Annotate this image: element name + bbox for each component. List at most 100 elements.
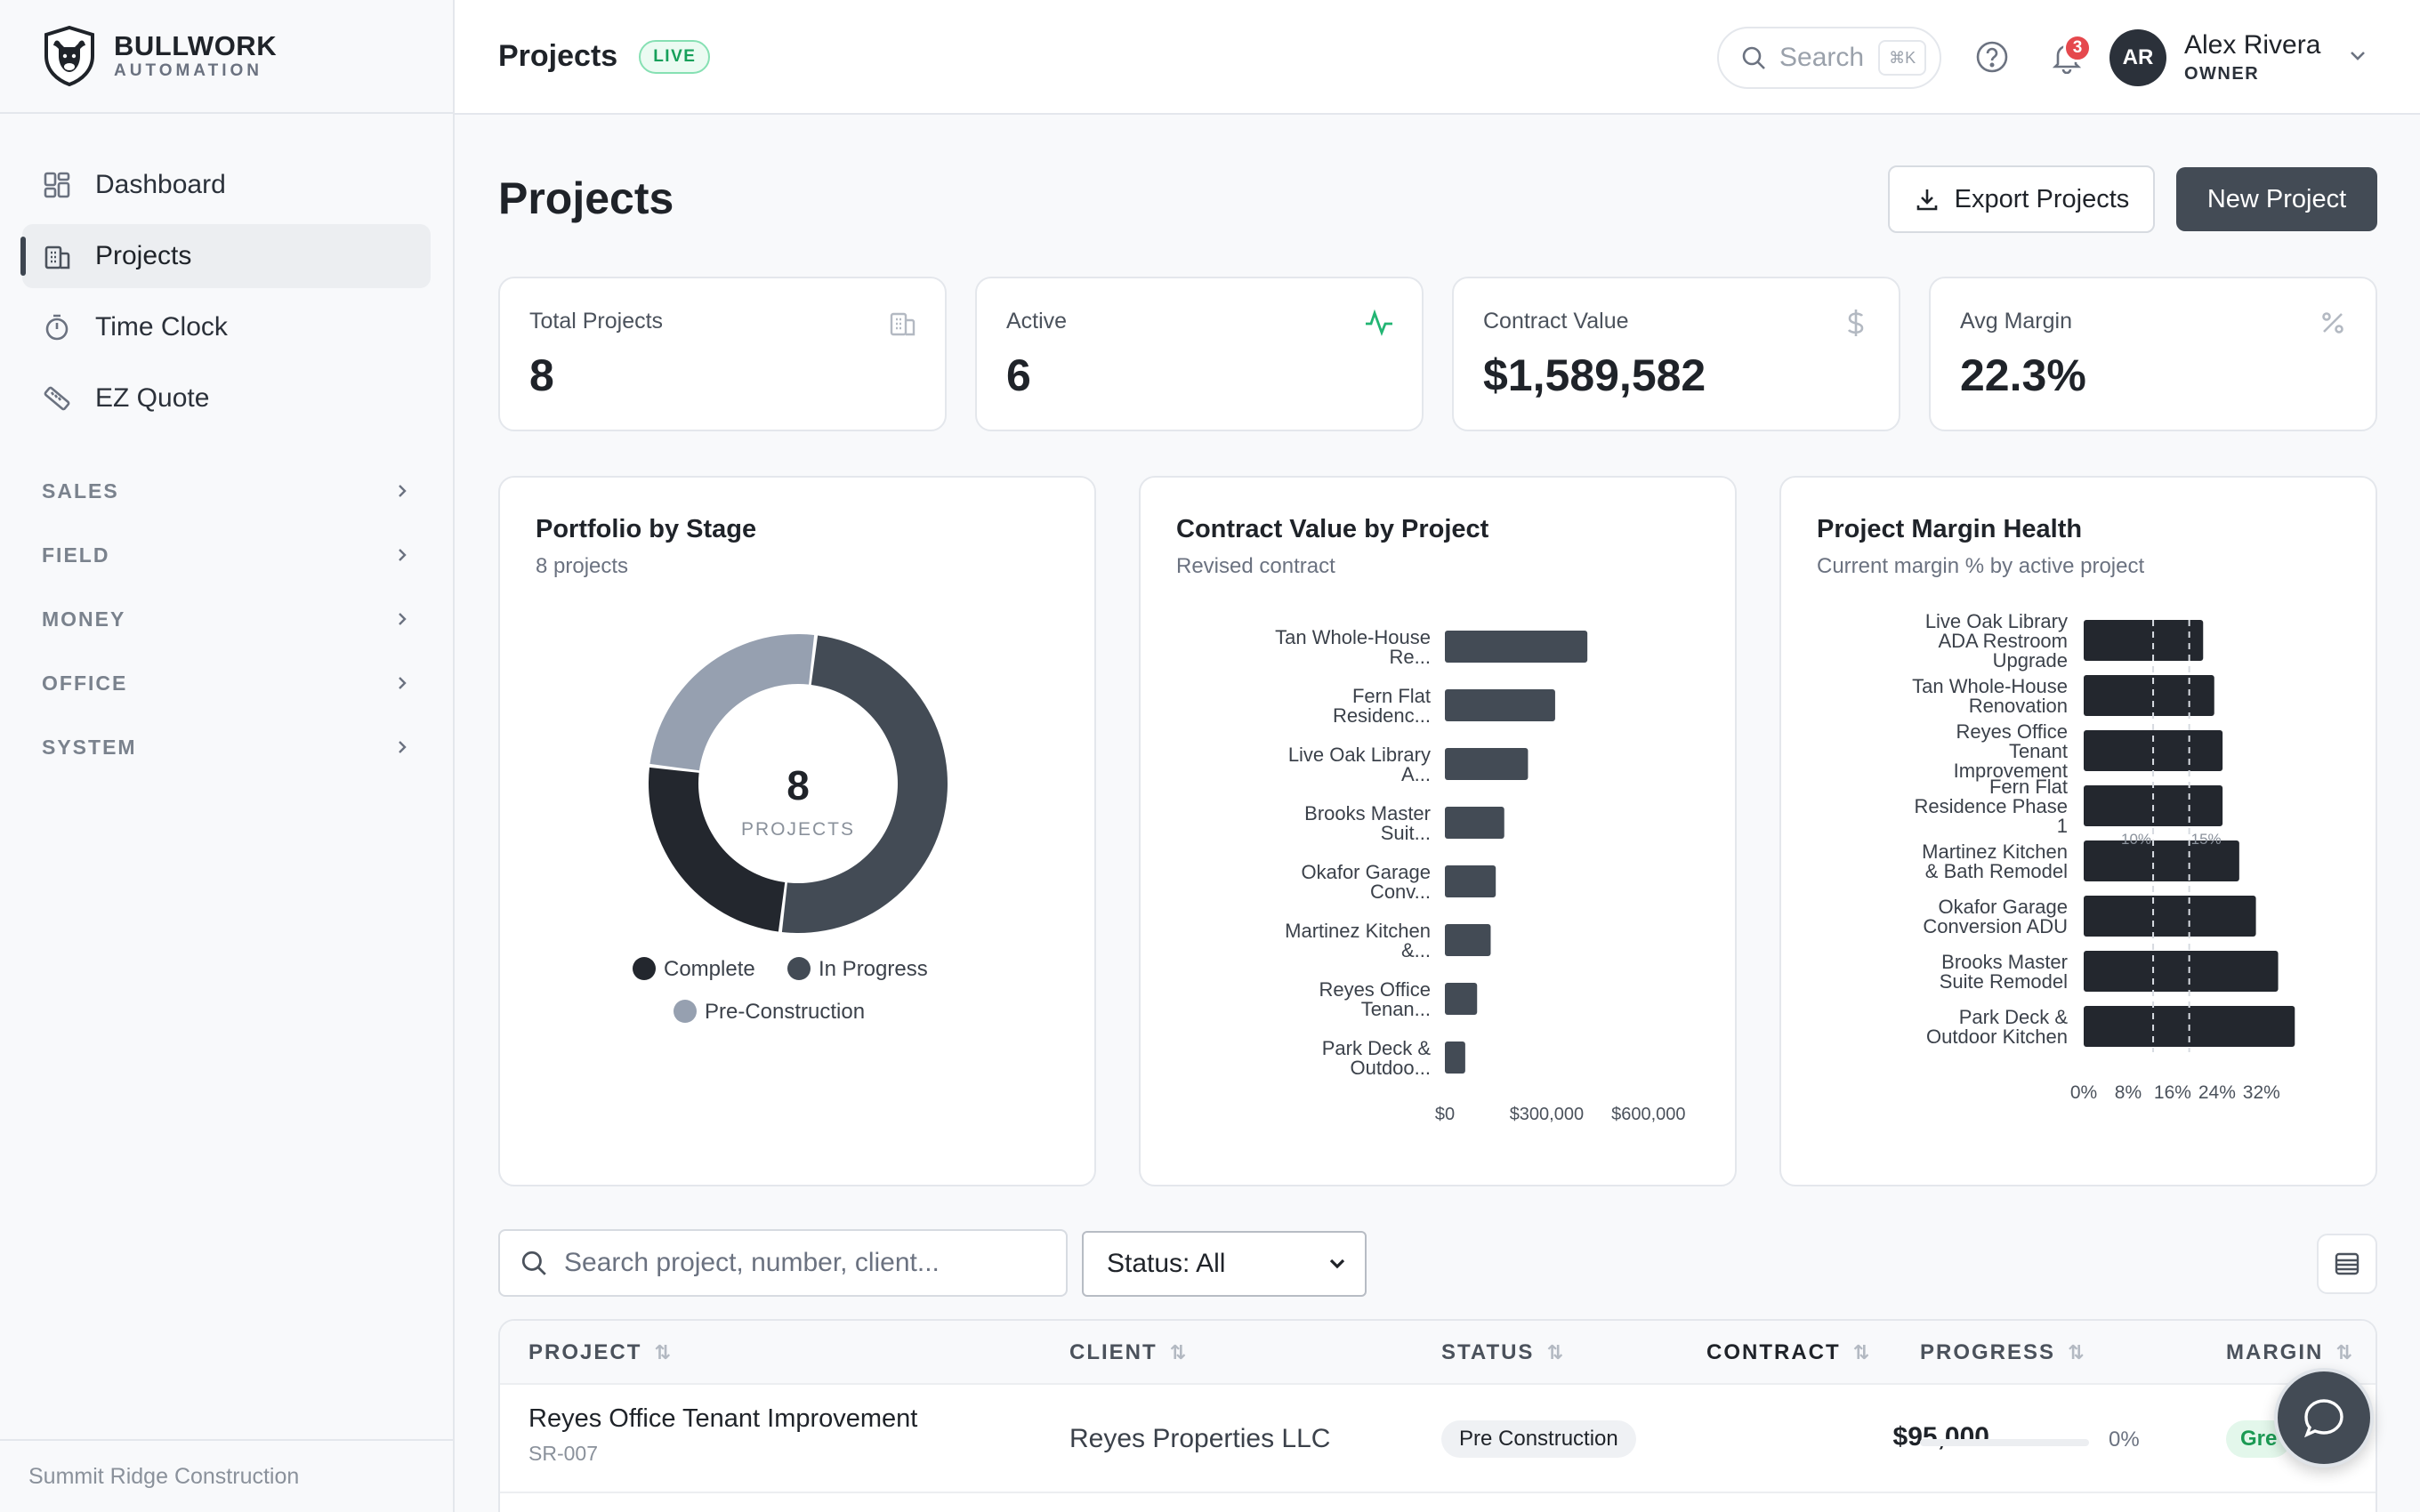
donut-center-value: 8 — [786, 762, 810, 808]
project-search-input[interactable] — [564, 1248, 1045, 1278]
y-tick-label: Conversion ADU — [1923, 915, 2068, 937]
bar — [2084, 620, 2204, 661]
chevron-right-icon — [399, 485, 407, 497]
chat-button[interactable] — [2274, 1368, 2374, 1468]
y-tick-label: Fern Flat — [1989, 776, 2068, 798]
search-icon — [521, 1251, 546, 1275]
y-tick-label: Tenan... — [1361, 998, 1431, 1020]
y-tick-label: Re... — [1390, 646, 1431, 668]
new-project-button[interactable]: New Project — [2176, 167, 2377, 231]
sidebar-item-label: Time Clock — [95, 312, 228, 342]
y-tick-label: Tan Whole-House — [1275, 626, 1431, 648]
sidebar-item-time-clock[interactable]: Time Clock — [22, 295, 431, 359]
stat-value: $1,589,582 — [1483, 350, 1706, 400]
chart-title: Contract Value by Project — [1176, 515, 1489, 543]
sidebar-item-dashboard[interactable]: Dashboard — [22, 153, 431, 217]
contract-value: $95,000 — [1892, 1422, 1989, 1452]
help-button[interactable] — [1965, 30, 2019, 84]
chart-subtitle: Current margin % by active project — [1817, 554, 2145, 578]
dollar-icon — [1840, 307, 1872, 339]
activity-icon — [1363, 307, 1395, 339]
y-tick-label: Residence Phase — [1915, 795, 2068, 817]
chart-card-margin-health: Project Margin Health Current margin % b… — [1779, 476, 2377, 1186]
column-label: CONTRACT — [1706, 1340, 1841, 1364]
column-label: STATUS — [1441, 1340, 1535, 1364]
notifications-button[interactable]: 3 — [2040, 30, 2093, 84]
brand-tagline: AUTOMATION — [114, 61, 263, 80]
sidebar-group-label: MONEY — [42, 607, 126, 631]
search-icon — [1742, 46, 1765, 69]
y-tick-label: Suite Remodel — [1940, 970, 2068, 993]
user-role: OWNER — [2184, 64, 2260, 84]
ruler-icon — [42, 383, 72, 414]
bull-logo-icon — [44, 26, 94, 86]
global-search[interactable]: Search ⌘K — [1717, 27, 1941, 89]
building-icon — [42, 241, 72, 271]
stat-value: 6 — [1006, 350, 1031, 400]
column-label: PROJECT — [528, 1340, 642, 1364]
page-title: Projects — [498, 173, 674, 223]
sidebar-group-system[interactable]: SYSTEM — [22, 715, 431, 779]
sidebar-item-ez-quote[interactable]: EZ Quote — [22, 366, 431, 430]
column-header-progress[interactable]: PROGRESS ⇅ — [1920, 1321, 2084, 1385]
column-header-client[interactable]: CLIENT ⇅ — [1069, 1321, 1186, 1385]
export-projects-button[interactable]: Export Projects — [1888, 165, 2155, 233]
chat-bubble-icon — [2303, 1399, 2343, 1438]
sidebar-group-label: FIELD — [42, 543, 110, 567]
projects-table: PROJECT ⇅ CLIENT ⇅ STATUS ⇅ CONTRACT ⇅ P… — [498, 1319, 2377, 1512]
sidebar-group-money[interactable]: MONEY — [22, 587, 431, 651]
building-icon — [886, 307, 918, 339]
avatar[interactable]: AR — [2109, 29, 2166, 86]
status-filter-select[interactable]: Status: All — [1082, 1231, 1367, 1297]
y-tick-label: Live Oak Library — [1925, 610, 2068, 632]
chevron-right-icon — [399, 613, 407, 625]
x-tick-label: 32% — [2243, 1082, 2280, 1103]
column-header-project[interactable]: PROJECT ⇅ — [528, 1321, 671, 1385]
bar — [2084, 840, 2239, 881]
column-header-status[interactable]: STATUS ⇅ — [1441, 1321, 1563, 1385]
column-header-margin[interactable]: MARGIN ⇅ — [2226, 1321, 2352, 1385]
reference-line-label: 10% — [2121, 831, 2151, 848]
brand[interactable]: BULLWORK AUTOMATION — [0, 0, 453, 114]
sidebar-group-field[interactable]: FIELD — [22, 523, 431, 587]
bar — [1445, 924, 1491, 956]
chart-subtitle: 8 projects — [536, 554, 629, 578]
y-tick-label: Brooks Master — [1941, 951, 2068, 973]
table-view-toggle[interactable] — [2317, 1234, 2377, 1294]
column-label: MARGIN — [2226, 1340, 2324, 1364]
chevron-down-icon[interactable] — [2345, 43, 2370, 68]
sidebar-group-office[interactable]: OFFICE — [22, 651, 431, 715]
y-tick-label: Reyes Office — [1956, 720, 2068, 743]
y-tick-label: Okafor Garage — [1301, 861, 1431, 883]
sidebar-group-sales[interactable]: SALES — [22, 459, 431, 523]
user-name[interactable]: Alex Rivera — [2184, 30, 2321, 60]
column-header-contract[interactable]: CONTRACT ⇅ — [1706, 1321, 1869, 1385]
bar — [2084, 951, 2279, 992]
bar — [1445, 689, 1555, 721]
project-name[interactable]: Reyes Office Tenant Improvement — [528, 1404, 918, 1433]
sidebar-group-label: OFFICE — [42, 671, 128, 695]
chart-subtitle: Revised contract — [1176, 554, 1335, 578]
y-tick-label: Tan Whole-House — [1912, 675, 2068, 697]
legend-swatch — [674, 1000, 697, 1023]
chevron-right-icon — [399, 549, 407, 561]
x-tick-label: 8% — [2115, 1082, 2142, 1103]
y-tick-label: Martinez Kitchen — [1285, 920, 1431, 942]
x-tick-label: 0% — [2070, 1082, 2097, 1103]
table-header: PROJECT ⇅ CLIENT ⇅ STATUS ⇅ CONTRACT ⇅ P… — [500, 1321, 2376, 1385]
y-tick-label: Outdoo... — [1350, 1057, 1431, 1079]
sort-icon: ⇅ — [1546, 1341, 1563, 1363]
stat-card-total-projects: Total Projects 8 — [498, 277, 947, 431]
stat-card-contract-value: Contract Value $1,589,582 — [1452, 277, 1900, 431]
chart-title: Portfolio by Stage — [536, 515, 757, 543]
stat-card-avg-margin: Avg Margin 22.3% — [1929, 277, 2377, 431]
progress-bar — [1920, 1439, 2089, 1446]
sidebar-item-projects[interactable]: Projects — [20, 224, 431, 288]
donut-slice-pre-construction — [649, 634, 815, 771]
y-tick-label: Renovation — [1969, 695, 2068, 717]
table-row[interactable]: Reyes Office Tenant Improvement SR-007 R… — [500, 1387, 2376, 1493]
y-tick-label: A... — [1401, 763, 1431, 785]
y-tick-label: Outdoor Kitchen — [1926, 1025, 2068, 1048]
y-tick-label: ADA Restroom — [1939, 630, 2069, 652]
company-name: Summit Ridge Construction — [0, 1439, 453, 1512]
